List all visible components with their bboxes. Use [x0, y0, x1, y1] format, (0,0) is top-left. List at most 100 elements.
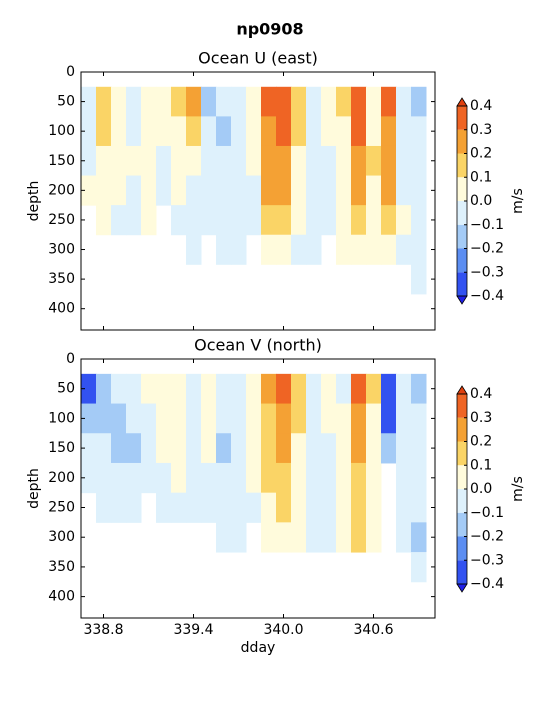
- contour-cell: [141, 373, 157, 405]
- contour-cell: [351, 522, 367, 553]
- contour-cell: [261, 116, 277, 147]
- contour-cell: [411, 492, 427, 523]
- contour-cell: [321, 373, 337, 405]
- contour-cell: [126, 205, 142, 236]
- colorbar-band: [457, 560, 467, 584]
- contour-cell: [396, 145, 412, 177]
- contour-cell: [261, 86, 277, 117]
- contour-cell: [201, 145, 217, 177]
- y-tick-label: 250: [48, 212, 75, 228]
- contour-cell: [216, 116, 232, 147]
- contour-cell: [246, 492, 262, 523]
- contour-cell: [231, 116, 247, 147]
- contour-cell: [291, 373, 307, 405]
- contour-cell: [306, 145, 322, 177]
- contour-cell: [186, 403, 202, 434]
- contour-cell: [246, 86, 262, 117]
- contour-cell: [216, 433, 232, 464]
- colorbar-band: [457, 248, 467, 273]
- contour-cell: [246, 403, 262, 434]
- contour-cell: [351, 86, 367, 117]
- contour-cell: [396, 403, 412, 434]
- contour-cell: [156, 462, 172, 494]
- contour-cell: [216, 373, 232, 405]
- colorbar-band: [457, 441, 467, 466]
- contour-cell: [261, 373, 277, 405]
- contour-cell: [216, 462, 232, 494]
- contour-cell: [411, 234, 427, 265]
- contour-cell: [216, 175, 232, 206]
- contour-cell: [141, 175, 157, 206]
- y-tick-label: 200: [48, 182, 75, 198]
- colorbar-band: [457, 224, 467, 249]
- contour-cell: [216, 86, 232, 117]
- contour-cell: [276, 145, 292, 177]
- y-tick-label: 150: [48, 440, 75, 456]
- y-tick-label: 100: [48, 410, 75, 426]
- contour-cell: [141, 145, 157, 177]
- contour-cell: [186, 433, 202, 464]
- contour-cell: [261, 433, 277, 464]
- contour-cell: [141, 86, 157, 117]
- contour-cell: [246, 116, 262, 147]
- contour-cell: [291, 205, 307, 236]
- contour-cell: [381, 403, 397, 434]
- contour-cell: [186, 175, 202, 206]
- x-tick-label: 340.0: [263, 622, 303, 638]
- x-tick-label: 339.4: [173, 622, 213, 638]
- contour-cell: [336, 373, 352, 405]
- colorbar-band: [457, 465, 467, 489]
- contour-cell: [171, 86, 187, 117]
- contour-cell: [381, 116, 397, 147]
- contour-cell: [111, 403, 127, 434]
- contour-cell: [261, 522, 277, 553]
- contour-cell: [351, 403, 367, 434]
- colorbar-band: [457, 272, 467, 296]
- contour-cell: [336, 116, 352, 147]
- contour-cell: [246, 205, 262, 236]
- contour-cell: [141, 403, 157, 434]
- chart-title: Ocean U (east): [198, 49, 318, 68]
- contour-cell: [81, 175, 97, 206]
- contour-cell: [351, 234, 367, 265]
- colorbar-tick-label: −0.4: [470, 576, 504, 592]
- contour-cell: [186, 234, 202, 265]
- y-tick-label: 400: [48, 589, 75, 605]
- contour-cell: [171, 433, 187, 464]
- contour-cell: [156, 373, 172, 405]
- contour-cell: [306, 373, 322, 405]
- contour-cell: [201, 175, 217, 206]
- contour-cell: [156, 175, 172, 206]
- contour-cell: [126, 492, 142, 523]
- contour-cell: [201, 462, 217, 494]
- contour-cell: [231, 86, 247, 117]
- contour-cell: [306, 522, 322, 553]
- contour-cell: [411, 145, 427, 177]
- contour-cell: [336, 234, 352, 265]
- contour-cell: [96, 492, 112, 523]
- contour-cell: [201, 433, 217, 464]
- contour-cell: [261, 403, 277, 434]
- y-tick-label: 0: [66, 64, 75, 80]
- contour-cell: [96, 175, 112, 206]
- contour-cell: [321, 522, 337, 553]
- contour-cell: [81, 462, 97, 494]
- contour-cell: [81, 116, 97, 147]
- contour-cell: [96, 116, 112, 147]
- figure-title: np0908: [236, 20, 303, 39]
- contour-cell: [291, 522, 307, 553]
- contour-cell: [141, 205, 157, 236]
- contour-cell: [396, 205, 412, 236]
- contour-cell: [96, 145, 112, 177]
- contour-cell: [156, 492, 172, 523]
- contour-cell: [186, 492, 202, 523]
- contour-cell: [186, 116, 202, 147]
- contour-cell: [96, 462, 112, 494]
- x-axis-label: dday: [241, 640, 276, 656]
- contour-cell: [216, 492, 232, 523]
- axes-frame: [80, 358, 436, 619]
- contour-cell: [381, 205, 397, 236]
- contour-cell: [306, 492, 322, 523]
- contour-cell: [276, 86, 292, 117]
